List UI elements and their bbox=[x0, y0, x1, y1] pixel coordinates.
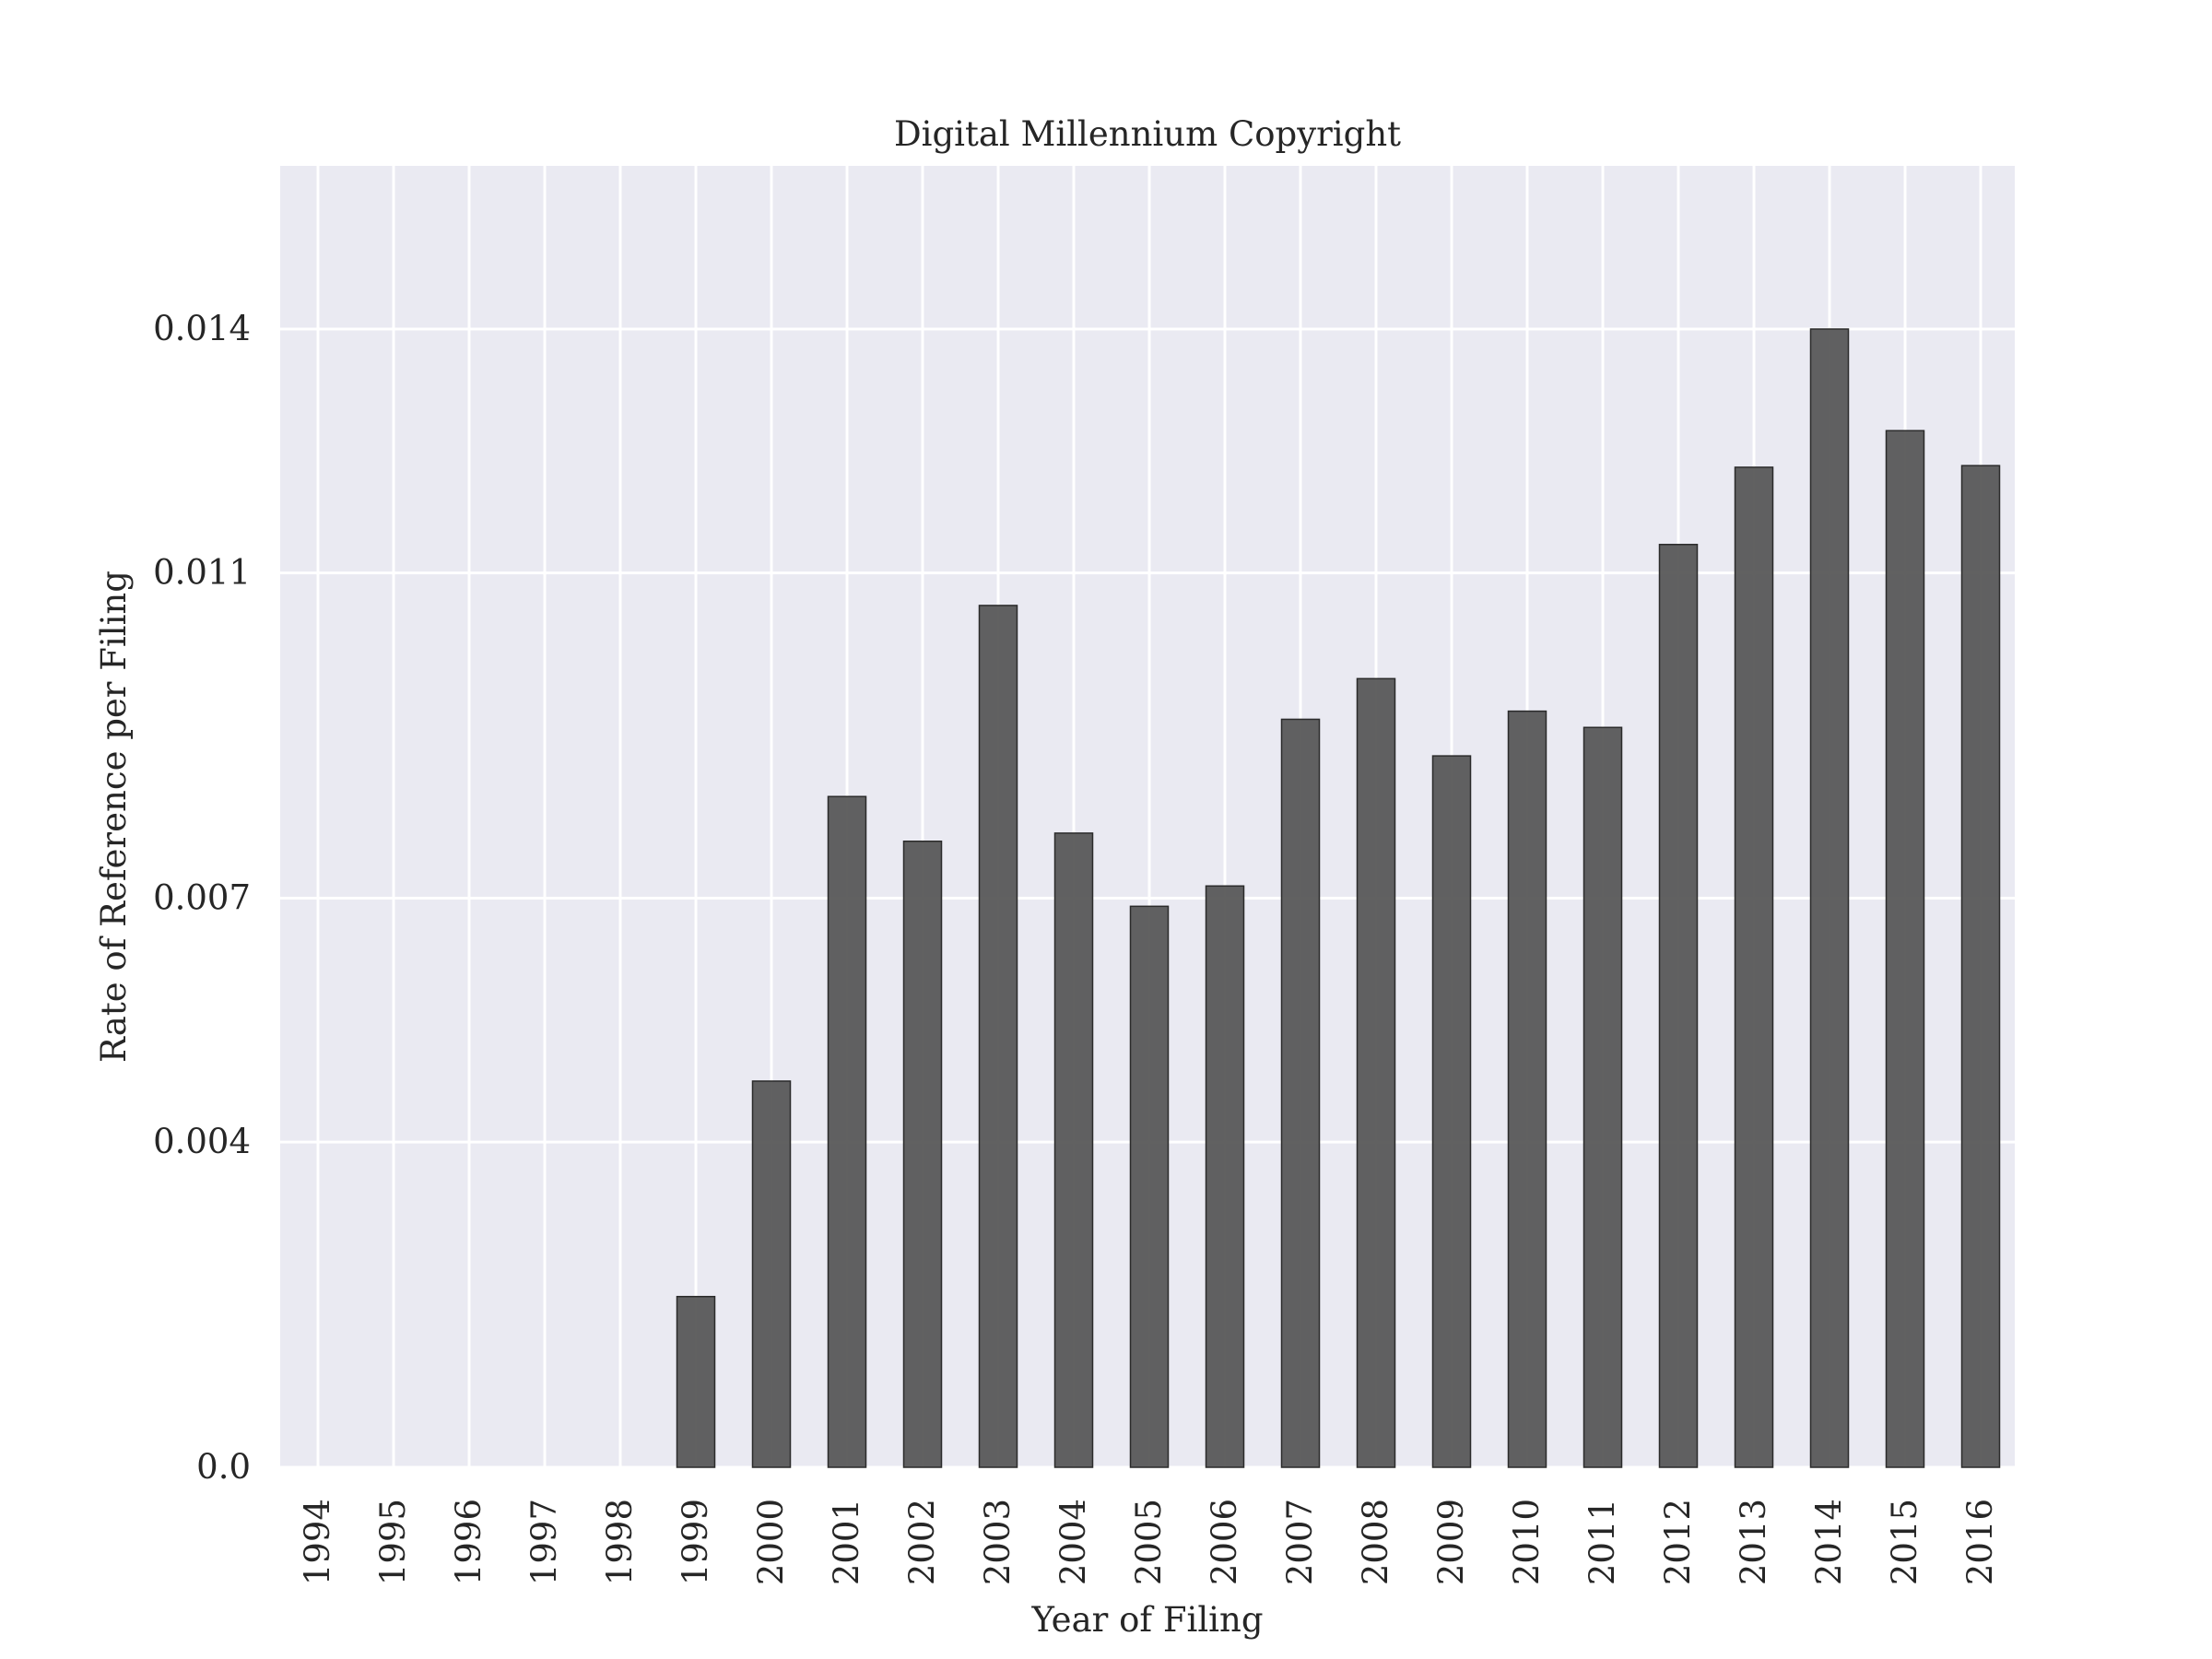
bar-2001 bbox=[827, 795, 867, 1468]
y-tick-labels: 0.0 0.004 0.007 0.011 0.014 bbox=[153, 309, 251, 1487]
x-tick-label: 2006 bbox=[1205, 1499, 1244, 1585]
y-tick-label: 0.004 bbox=[153, 1122, 251, 1161]
x-tick-label: 2004 bbox=[1053, 1499, 1093, 1585]
bar-2003 bbox=[978, 605, 1018, 1468]
x-tick-labels: 1994 1995 1996 1997 1998 1999 2000 2001 2002 2003… bbox=[298, 1499, 2000, 1585]
bar-2009 bbox=[1431, 755, 1472, 1468]
bar-2000 bbox=[751, 1080, 792, 1468]
y-tick-label: 0.011 bbox=[153, 553, 251, 593]
bar-2007 bbox=[1280, 718, 1321, 1468]
x-tick-label: 2005 bbox=[1129, 1499, 1169, 1585]
x-tick-label: 2014 bbox=[1809, 1499, 1849, 1585]
chart-title: Digital Millennium Copyright bbox=[894, 114, 1401, 154]
bar-2011 bbox=[1583, 726, 1623, 1468]
x-tick-label: 2009 bbox=[1431, 1499, 1471, 1585]
bar-2015 bbox=[1885, 429, 1925, 1468]
bar-2012 bbox=[1658, 544, 1699, 1468]
x-tick-label: 1996 bbox=[449, 1499, 488, 1585]
x-tick-label: 2000 bbox=[751, 1499, 791, 1585]
x-tick-label: 2016 bbox=[1960, 1499, 2000, 1585]
y-axis-label: Rate of Reference per Filing bbox=[94, 571, 134, 1063]
bar-2010 bbox=[1507, 710, 1547, 1468]
bar-2004 bbox=[1053, 832, 1094, 1468]
bar-2013 bbox=[1734, 466, 1774, 1468]
x-tick-label: 1995 bbox=[373, 1499, 413, 1585]
bar-2014 bbox=[1809, 328, 1850, 1468]
bar-2002 bbox=[902, 841, 943, 1468]
x-tick-label: 2013 bbox=[1734, 1499, 1773, 1585]
bar-2006 bbox=[1205, 885, 1245, 1468]
bar-2016 bbox=[1960, 465, 2001, 1468]
bar-2005 bbox=[1129, 905, 1170, 1468]
x-tick-label: 1999 bbox=[676, 1499, 715, 1585]
y-tick-label: 0.0 bbox=[196, 1447, 251, 1487]
y-tick-label: 0.014 bbox=[153, 309, 251, 348]
x-tick-label: 2003 bbox=[978, 1499, 1018, 1585]
x-tick-label: 1997 bbox=[524, 1499, 564, 1585]
x-tick-label: 2001 bbox=[827, 1499, 866, 1585]
y-tick-label: 0.007 bbox=[153, 878, 251, 918]
x-axis-label: Year of Filing bbox=[1030, 1600, 1263, 1640]
x-tick-label: 1994 bbox=[298, 1499, 337, 1585]
x-tick-label: 2007 bbox=[1280, 1499, 1320, 1585]
x-tick-label: 2002 bbox=[902, 1499, 942, 1585]
bar-2008 bbox=[1356, 677, 1396, 1468]
x-tick-label: 2010 bbox=[1507, 1499, 1547, 1585]
bar-1999 bbox=[676, 1296, 716, 1468]
x-tick-label: 2012 bbox=[1658, 1499, 1698, 1585]
x-tick-label: 2008 bbox=[1356, 1499, 1395, 1585]
bars bbox=[676, 328, 2001, 1468]
x-tick-label: 2011 bbox=[1583, 1499, 1622, 1585]
x-tick-label: 2015 bbox=[1885, 1499, 1924, 1585]
x-tick-label: 1998 bbox=[600, 1499, 640, 1585]
